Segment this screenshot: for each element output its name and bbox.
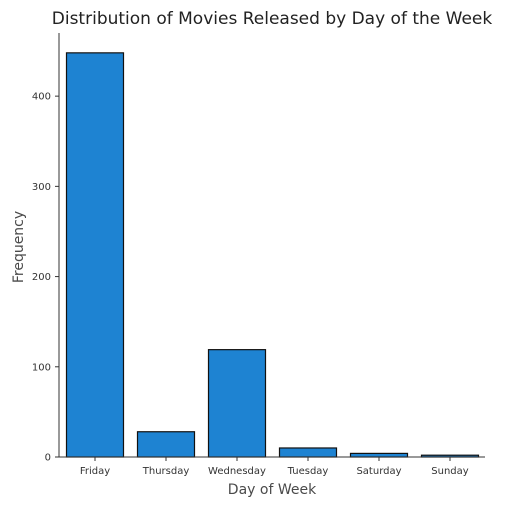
y-tick-label: 300 — [32, 182, 51, 193]
chart-title: Distribution of Movies Released by Day o… — [52, 9, 493, 29]
x-tick-label-thursday: Thursday — [142, 466, 190, 477]
y-tick-label: 100 — [32, 362, 51, 373]
bar-thursday — [136, 431, 196, 458]
x-tick-label-saturday: Saturday — [356, 466, 401, 477]
x-tick-label-friday: Friday — [80, 466, 110, 477]
bar-wednesday — [207, 349, 267, 458]
bar-friday — [65, 52, 125, 458]
x-axis-label: Day of Week — [228, 482, 317, 498]
bar-saturday — [349, 452, 409, 458]
x-tick-label-wednesday: Wednesday — [208, 466, 266, 477]
y-axis-ticks: 0 100 200 300 400 — [32, 92, 59, 464]
x-tick-label-sunday: Sunday — [431, 466, 468, 477]
x-tick-label-tuesday: Tuesday — [287, 466, 329, 477]
y-tick-label: 400 — [32, 92, 51, 103]
y-tick-label: 0 — [45, 453, 51, 464]
y-axis-label: Frequency — [11, 211, 27, 283]
bar-tuesday — [278, 447, 338, 458]
x-axis-ticks: Friday Thursday Wednesday Tuesday Saturday Su… — [80, 457, 469, 477]
y-tick-label: 200 — [32, 272, 51, 283]
plot-area — [65, 52, 480, 458]
